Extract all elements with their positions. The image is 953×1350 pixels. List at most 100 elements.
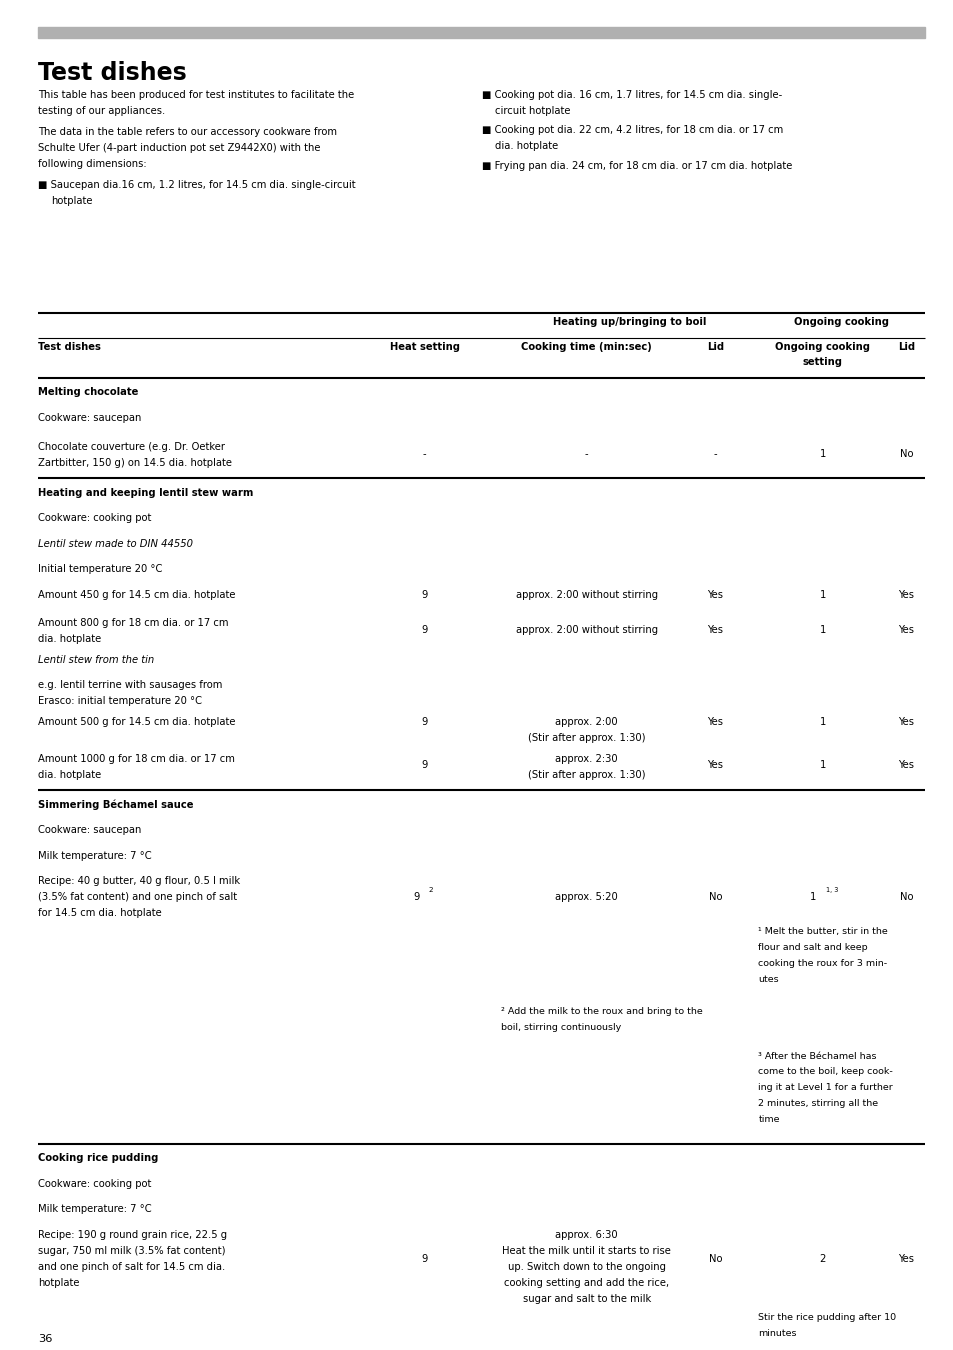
Text: up. Switch down to the ongoing: up. Switch down to the ongoing — [507, 1262, 665, 1272]
Text: Yes: Yes — [707, 590, 722, 599]
Text: (Stir after approx. 1:30): (Stir after approx. 1:30) — [527, 733, 645, 743]
Text: -: - — [422, 448, 426, 459]
Text: The data in the table refers to our accessory cookware from: The data in the table refers to our acce… — [38, 127, 336, 138]
Text: Heating up/bringing to boil: Heating up/bringing to boil — [553, 317, 705, 327]
Text: 9: 9 — [421, 760, 427, 770]
Text: Yes: Yes — [898, 625, 913, 634]
Text: Recipe: 40 g butter, 40 g flour, 0.5 l milk: Recipe: 40 g butter, 40 g flour, 0.5 l m… — [38, 876, 240, 887]
Text: Lid: Lid — [897, 342, 914, 351]
Text: ■ Cooking pot dia. 16 cm, 1.7 litres, for 14.5 cm dia. single-: ■ Cooking pot dia. 16 cm, 1.7 litres, fo… — [481, 90, 781, 100]
Text: setting: setting — [802, 358, 841, 367]
Text: approx. 2:30: approx. 2:30 — [555, 753, 618, 764]
Text: 9: 9 — [421, 590, 427, 599]
Text: Heat the milk until it starts to rise: Heat the milk until it starts to rise — [501, 1246, 671, 1256]
Text: Amount 1000 g for 18 cm dia. or 17 cm: Amount 1000 g for 18 cm dia. or 17 cm — [38, 753, 234, 764]
Text: -: - — [713, 448, 717, 459]
Text: following dimensions:: following dimensions: — [38, 159, 147, 169]
Text: Zartbitter, 150 g) on 14.5 dia. hotplate: Zartbitter, 150 g) on 14.5 dia. hotplate — [38, 458, 232, 467]
Text: Test dishes: Test dishes — [38, 61, 187, 85]
Text: Ongoing cooking: Ongoing cooking — [775, 342, 869, 351]
Text: flour and salt and keep: flour and salt and keep — [758, 944, 867, 952]
Text: Chocolate couverture (e.g. Dr. Oetker: Chocolate couverture (e.g. Dr. Oetker — [38, 441, 225, 452]
Text: 36: 36 — [38, 1334, 52, 1343]
Text: approx. 2:00: approx. 2:00 — [555, 717, 618, 728]
Text: ■ Frying pan dia. 24 cm, for 18 cm dia. or 17 cm dia. hotplate: ■ Frying pan dia. 24 cm, for 18 cm dia. … — [481, 161, 791, 170]
Text: e.g. lentil terrine with sausages from: e.g. lentil terrine with sausages from — [38, 680, 222, 690]
Text: time: time — [758, 1115, 780, 1125]
Text: for 14.5 cm dia. hotplate: for 14.5 cm dia. hotplate — [38, 909, 162, 918]
Text: Cookware: cooking pot: Cookware: cooking pot — [38, 1179, 152, 1189]
Text: circuit hotplate: circuit hotplate — [495, 107, 570, 116]
Text: dia. hotplate: dia. hotplate — [495, 142, 558, 151]
Text: Yes: Yes — [898, 590, 913, 599]
Text: approx. 5:20: approx. 5:20 — [555, 892, 618, 902]
Text: come to the boil, keep cook-: come to the boil, keep cook- — [758, 1068, 892, 1076]
Text: Recipe: 190 g round grain rice, 22.5 g: Recipe: 190 g round grain rice, 22.5 g — [38, 1230, 227, 1239]
Text: ■ Saucepan dia.16 cm, 1.2 litres, for 14.5 cm dia. single-circuit: ■ Saucepan dia.16 cm, 1.2 litres, for 14… — [38, 180, 355, 189]
Text: ³ After the Béchamel has: ³ After the Béchamel has — [758, 1052, 876, 1061]
Text: 1: 1 — [819, 448, 825, 459]
Text: Initial temperature 20 °C: Initial temperature 20 °C — [38, 564, 162, 574]
Text: Amount 450 g for 14.5 cm dia. hotplate: Amount 450 g for 14.5 cm dia. hotplate — [38, 590, 235, 599]
Text: This table has been produced for test institutes to facilitate the: This table has been produced for test in… — [38, 90, 354, 100]
Text: Simmering Béchamel sauce: Simmering Béchamel sauce — [38, 799, 193, 810]
Text: approx. 2:00 without stirring: approx. 2:00 without stirring — [516, 625, 657, 634]
Text: Lid: Lid — [706, 342, 723, 351]
Text: approx. 6:30: approx. 6:30 — [555, 1230, 618, 1239]
Text: 1: 1 — [819, 625, 825, 634]
Text: hotplate: hotplate — [38, 1277, 80, 1288]
Text: No: No — [899, 448, 912, 459]
Text: No: No — [899, 892, 912, 902]
Text: 2 minutes, stirring all the: 2 minutes, stirring all the — [758, 1099, 878, 1108]
Text: 1: 1 — [819, 760, 825, 770]
Text: Cookware: saucepan: Cookware: saucepan — [38, 825, 141, 836]
Text: Ongoing cooking: Ongoing cooking — [794, 317, 888, 327]
Text: Stir the rice pudding after 10: Stir the rice pudding after 10 — [758, 1312, 896, 1322]
Text: Schulte Ufer (4-part induction pot set Z9442X0) with the: Schulte Ufer (4-part induction pot set Z… — [38, 143, 320, 153]
Text: 9: 9 — [414, 892, 419, 902]
Text: ¹ Melt the butter, stir in the: ¹ Melt the butter, stir in the — [758, 927, 887, 937]
Text: 1: 1 — [809, 892, 816, 902]
Text: minutes: minutes — [758, 1328, 796, 1338]
Text: hotplate: hotplate — [51, 196, 93, 205]
Text: Cookware: cooking pot: Cookware: cooking pot — [38, 513, 152, 524]
Text: Heat setting: Heat setting — [389, 342, 459, 351]
Text: sugar and salt to the milk: sugar and salt to the milk — [522, 1293, 650, 1304]
Text: Yes: Yes — [707, 625, 722, 634]
Text: boil, stirring continuously: boil, stirring continuously — [500, 1023, 620, 1031]
Text: 9: 9 — [421, 625, 427, 634]
Text: Melting chocolate: Melting chocolate — [38, 387, 138, 397]
Text: Yes: Yes — [707, 717, 722, 728]
Text: Lentil stew made to DIN 44550: Lentil stew made to DIN 44550 — [38, 539, 193, 548]
Text: and one pinch of salt for 14.5 cm dia.: and one pinch of salt for 14.5 cm dia. — [38, 1262, 225, 1272]
Text: cooking setting and add the rice,: cooking setting and add the rice, — [503, 1277, 669, 1288]
Text: Amount 500 g for 14.5 cm dia. hotplate: Amount 500 g for 14.5 cm dia. hotplate — [38, 717, 235, 728]
Text: Heating and keeping lentil stew warm: Heating and keeping lentil stew warm — [38, 487, 253, 498]
Text: approx. 2:00 without stirring: approx. 2:00 without stirring — [516, 590, 657, 599]
Text: 1, 3: 1, 3 — [824, 887, 837, 892]
Text: Cooking rice pudding: Cooking rice pudding — [38, 1153, 158, 1164]
Text: testing of our appliances.: testing of our appliances. — [38, 107, 165, 116]
Text: No: No — [708, 892, 721, 902]
Text: Milk temperature: 7 °C: Milk temperature: 7 °C — [38, 850, 152, 861]
Text: (Stir after approx. 1:30): (Stir after approx. 1:30) — [527, 769, 645, 780]
Text: Lentil stew from the tin: Lentil stew from the tin — [38, 655, 154, 666]
Text: Erasco: initial temperature 20 °C: Erasco: initial temperature 20 °C — [38, 697, 202, 706]
Text: ² Add the milk to the roux and bring to the: ² Add the milk to the roux and bring to … — [500, 1007, 701, 1017]
Text: ing it at Level 1 for a further: ing it at Level 1 for a further — [758, 1084, 892, 1092]
Text: -: - — [584, 448, 588, 459]
Text: ■ Cooking pot dia. 22 cm, 4.2 litres, for 18 cm dia. or 17 cm: ■ Cooking pot dia. 22 cm, 4.2 litres, fo… — [481, 126, 782, 135]
Text: 9: 9 — [421, 717, 427, 728]
Text: Test dishes: Test dishes — [38, 342, 101, 351]
Text: No: No — [708, 1254, 721, 1264]
Text: (3.5% fat content) and one pinch of salt: (3.5% fat content) and one pinch of salt — [38, 892, 237, 902]
Text: Yes: Yes — [898, 1254, 913, 1264]
Text: sugar, 750 ml milk (3.5% fat content): sugar, 750 ml milk (3.5% fat content) — [38, 1246, 226, 1256]
Text: utes: utes — [758, 975, 779, 984]
Text: dia. hotplate: dia. hotplate — [38, 769, 101, 780]
Bar — [38, 27, 924, 38]
Text: Cookware: saucepan: Cookware: saucepan — [38, 413, 141, 423]
Text: Cooking time (min:sec): Cooking time (min:sec) — [520, 342, 652, 351]
Text: Yes: Yes — [707, 760, 722, 770]
Text: 2: 2 — [428, 887, 433, 892]
